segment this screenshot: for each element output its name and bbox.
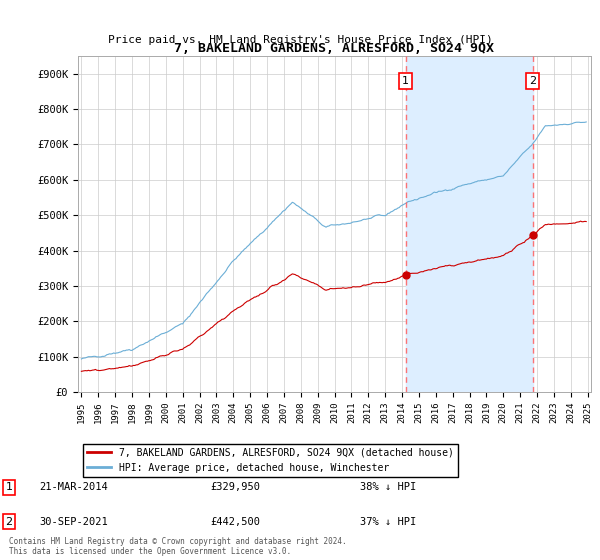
Text: 2: 2: [5, 517, 13, 527]
Text: 21-MAR-2014: 21-MAR-2014: [39, 482, 108, 492]
Text: 37% ↓ HPI: 37% ↓ HPI: [360, 517, 416, 527]
Title: 7, BAKELAND GARDENS, ALRESFORD, SO24 9QX: 7, BAKELAND GARDENS, ALRESFORD, SO24 9QX: [175, 42, 494, 55]
Text: 1: 1: [402, 76, 409, 86]
Text: £329,950: £329,950: [210, 482, 260, 492]
Text: Contains HM Land Registry data © Crown copyright and database right 2024.
This d: Contains HM Land Registry data © Crown c…: [9, 536, 347, 556]
Text: 1: 1: [5, 482, 13, 492]
Bar: [406, 56, 533, 392]
Text: 2: 2: [529, 76, 536, 86]
Text: £442,500: £442,500: [210, 517, 260, 527]
Legend: 7, BAKELAND GARDENS, ALRESFORD, SO24 9QX (detached house), HPI: Average price, d: 7, BAKELAND GARDENS, ALRESFORD, SO24 9QX…: [83, 444, 458, 477]
Text: Price paid vs. HM Land Registry's House Price Index (HPI): Price paid vs. HM Land Registry's House …: [107, 35, 493, 45]
Text: 30-SEP-2021: 30-SEP-2021: [39, 517, 108, 527]
Text: 38% ↓ HPI: 38% ↓ HPI: [360, 482, 416, 492]
